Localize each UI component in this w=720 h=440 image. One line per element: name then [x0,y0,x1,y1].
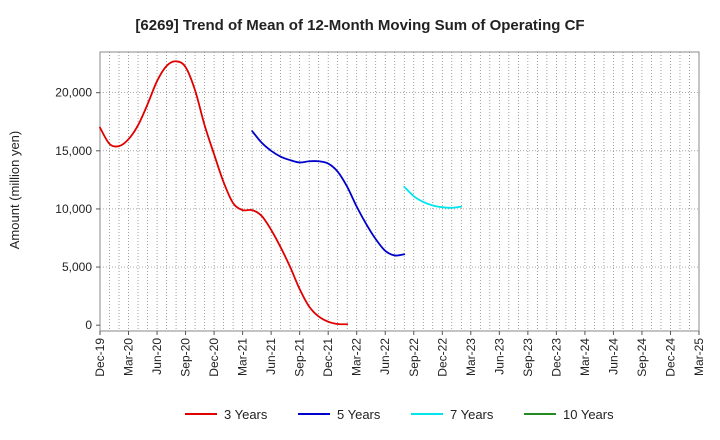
x-tick-label: Jun-22 [378,338,392,375]
x-tick-label: Dec-23 [549,338,563,377]
y-tick-label: 10,000 [55,202,92,216]
legend-label-10-years: 10 Years [563,407,614,422]
x-tick-label: Mar-24 [578,338,592,376]
y-axis-label: Amount (million yen) [7,131,22,250]
y-tick-label: 5,000 [62,260,92,274]
series-line-5-years [251,130,406,257]
x-ticks: Dec-19 Mar-20 Jun-20 Sep-20 Dec-20 Mar-21 Jun-… [93,331,706,377]
x-tick-label: Sep-20 [179,338,193,377]
x-tick-label: Mar-21 [236,338,250,376]
grid [100,52,699,331]
series-line-3-years [99,60,349,326]
x-tick-label: Sep-22 [407,338,421,377]
x-tick-label: Jun-24 [606,338,620,375]
plot-area [99,51,700,332]
series-line-7-years [403,185,463,209]
x-tick-label: Mar-22 [350,338,364,376]
chart-title: [6269] Trend of Mean of 12-Month Moving … [135,17,584,34]
x-tick-label: Dec-21 [321,338,335,377]
x-tick-label: Jun-23 [492,338,506,375]
x-tick-label: Dec-19 [93,338,107,377]
x-tick-label: Mar-25 [692,338,706,376]
legend-label-3-years: 3 Years [224,407,268,422]
y-tick-label: 15,000 [55,144,92,158]
x-tick-label: Jun-21 [264,338,278,375]
y-ticks: 0 5,000 10,000 15,000 20,000 [55,86,100,332]
x-tick-label: Dec-22 [435,338,449,377]
x-tick-label: Sep-23 [521,338,535,377]
x-tick-label: Jun-20 [150,338,164,375]
legend: 3 Years 5 Years 7 Years 10 Years [185,407,614,422]
series-lines [99,60,463,326]
y-tick-label: 0 [85,318,92,332]
legend-label-7-years: 7 Years [450,407,494,422]
x-tick-label: Mar-23 [464,338,478,376]
y-tick-label: 20,000 [55,86,92,100]
legend-label-5-years: 5 Years [337,407,381,422]
x-tick-label: Sep-21 [293,338,307,377]
x-tick-label: Mar-20 [122,338,136,376]
x-tick-label: Dec-20 [207,338,221,377]
x-tick-label: Sep-24 [635,338,649,377]
x-tick-label: Dec-24 [663,338,677,377]
